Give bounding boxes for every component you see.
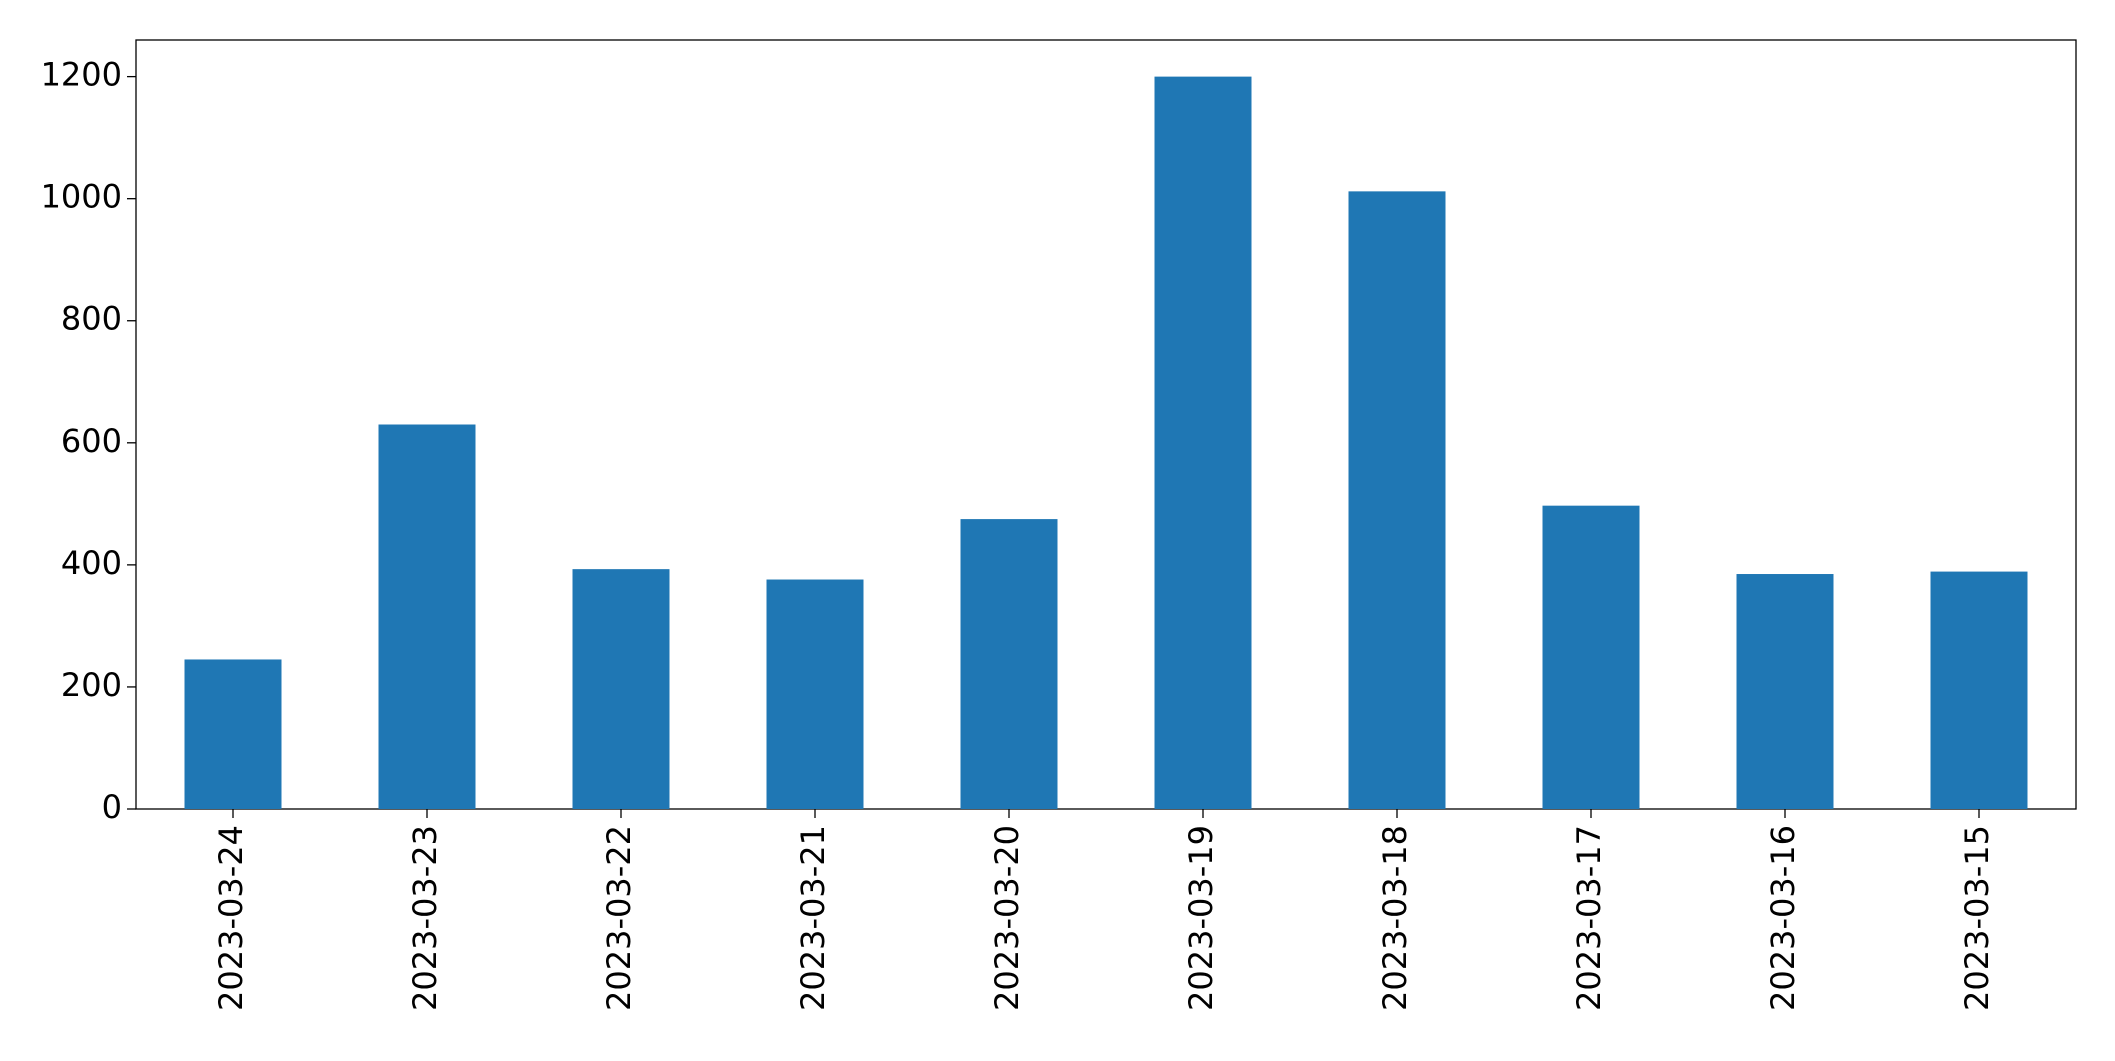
- y-tick-label: 1200: [41, 56, 122, 94]
- bar: [572, 569, 670, 809]
- y-tick-label: 600: [61, 422, 122, 460]
- y-tick-label: 400: [61, 544, 122, 582]
- plot-frame: [135, 39, 2077, 810]
- x-tick-label: 2023-03-15: [1958, 825, 1996, 1011]
- y-tick-label: 1000: [41, 178, 122, 216]
- x-tick-label: 2023-03-20: [988, 825, 1026, 1011]
- x-tick-label: 2023-03-22: [600, 825, 638, 1011]
- bar: [960, 519, 1058, 809]
- x-tick-label: 2023-03-21: [794, 825, 832, 1011]
- x-tick-label: 2023-03-18: [1376, 825, 1414, 1011]
- bar: [1348, 191, 1446, 809]
- x-tick-label: 2023-03-19: [1182, 825, 1220, 1011]
- bar: [378, 424, 476, 809]
- bar: [1154, 76, 1252, 810]
- bar: [1736, 574, 1834, 809]
- y-tick-label: 200: [61, 666, 122, 704]
- x-tick-label: 2023-03-16: [1764, 825, 1802, 1011]
- y-tick-label: 800: [61, 300, 122, 338]
- x-tick-label: 2023-03-17: [1570, 825, 1608, 1011]
- x-tick-label: 2023-03-24: [212, 825, 250, 1011]
- y-tick-label: 0: [102, 788, 122, 826]
- bar: [1542, 505, 1640, 809]
- bar: [184, 659, 282, 809]
- bar: [766, 579, 864, 809]
- x-tick-label: 2023-03-23: [406, 825, 444, 1011]
- bar: [1930, 571, 2028, 809]
